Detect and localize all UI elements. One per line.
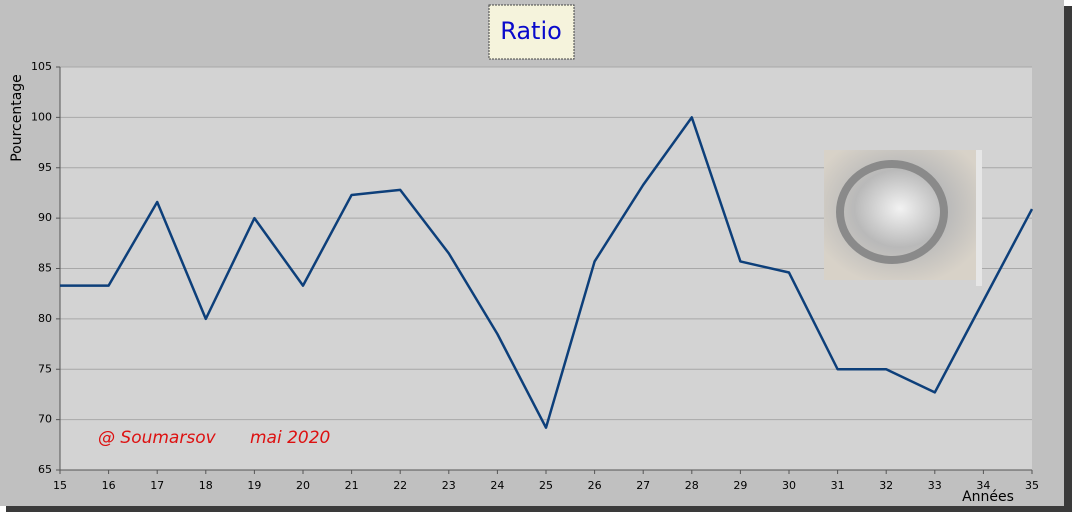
x-tick-label: 21 [345,479,359,492]
x-tick-label: 15 [53,479,67,492]
line-series [60,116,1034,429]
y-tick-label: 65 [38,463,52,476]
y-tick-label: 105 [31,60,52,73]
x-tick-label: 34 [976,479,990,492]
y-tick-label: 75 [38,362,52,375]
x-tick-label: 16 [102,479,116,492]
x-tick-label: 30 [782,479,796,492]
badge-shadow [976,150,982,286]
chart-title: Ratio [500,17,562,45]
x-axis-label: Années [962,489,1014,505]
annotation: @ Soumarsov [98,428,217,448]
y-tick-label: 80 [38,312,52,325]
y-tick-label: 90 [38,211,52,224]
y-tick-label: 70 [38,413,52,426]
title-box [488,4,575,60]
x-tick-label: 25 [539,479,553,492]
x-tick-label: 22 [393,479,407,492]
y-axis-label: Pourcentage [9,74,25,162]
x-tick-label: 24 [490,479,504,492]
x-tick-label: 19 [247,479,261,492]
x-tick-label: 32 [879,479,893,492]
x-tick-label: 29 [733,479,747,492]
y-tick-label: 95 [38,161,52,174]
badge-ring [836,160,948,264]
x-tick-label: 35 [1025,479,1039,492]
y-tick-label: 100 [31,110,52,123]
x-tick-label: 20 [296,479,310,492]
x-tick-label: 18 [199,479,213,492]
x-tick-label: 31 [831,479,845,492]
y-tick-label: 85 [38,262,52,275]
x-tick-label: 23 [442,479,456,492]
x-tick-label: 33 [928,479,942,492]
x-tick-label: 28 [685,479,699,492]
annotation: mai 2020 [250,428,330,448]
x-tick-label: 17 [150,479,164,492]
x-tick-label: 26 [588,479,602,492]
x-tick-label: 27 [636,479,650,492]
